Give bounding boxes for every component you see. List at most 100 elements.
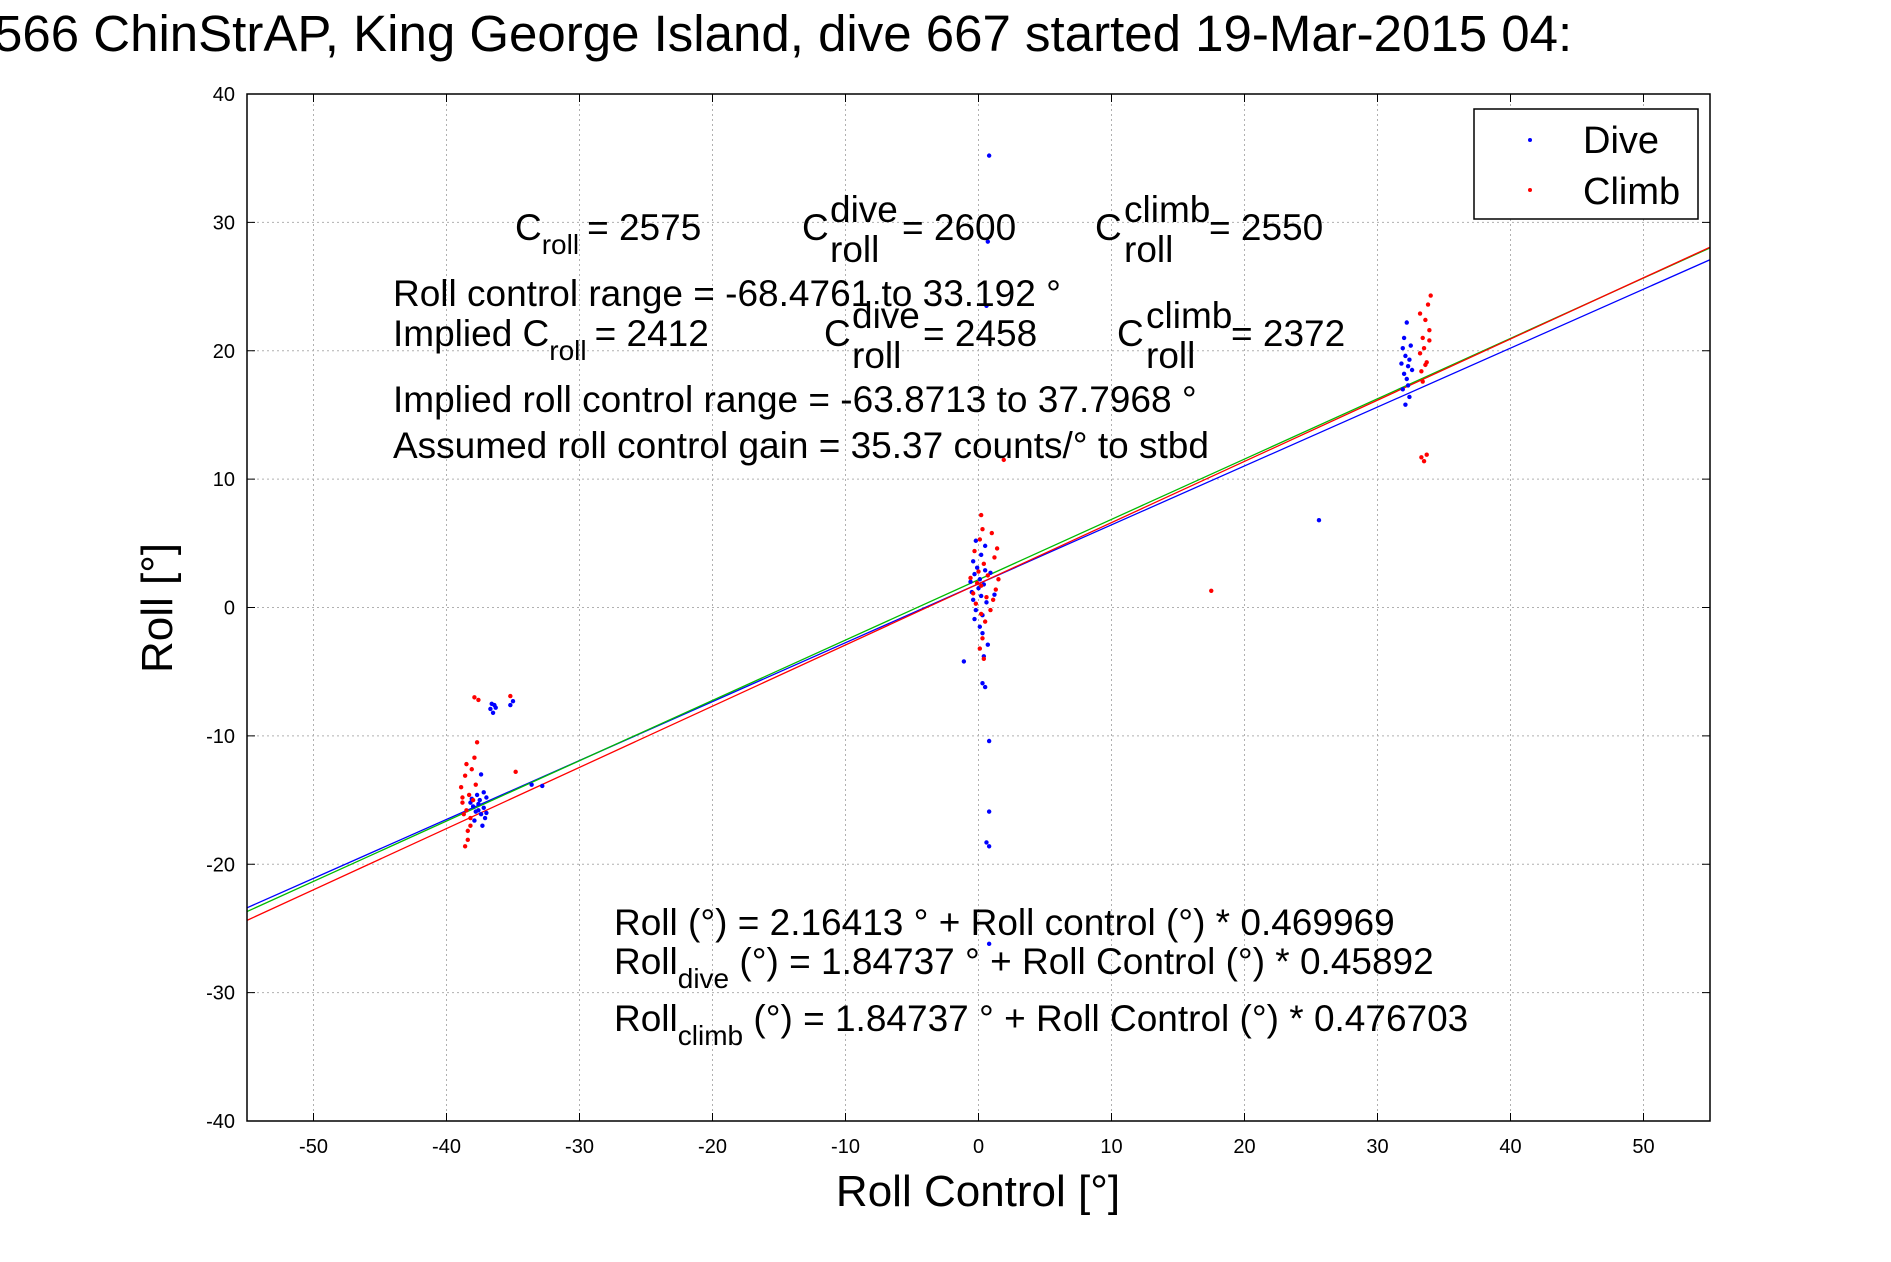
dive-point bbox=[986, 809, 992, 814]
dive-point bbox=[992, 592, 997, 597]
dive-point bbox=[984, 303, 989, 309]
dive-point bbox=[1400, 387, 1405, 392]
dive-point bbox=[484, 795, 489, 800]
dive-point bbox=[474, 792, 480, 798]
climb-point bbox=[970, 591, 976, 596]
climb-point bbox=[476, 697, 481, 703]
implied-c-climb-value: = 2372 bbox=[1231, 313, 1345, 354]
dive-point bbox=[510, 699, 516, 704]
climb-point bbox=[985, 573, 991, 578]
climb-point bbox=[1427, 338, 1432, 343]
dive-point bbox=[972, 571, 977, 577]
implied-range-text: Implied roll control range = -63.8713 to… bbox=[393, 379, 1197, 420]
climb-point bbox=[980, 526, 985, 532]
climb-point bbox=[472, 695, 477, 700]
dive-point bbox=[1407, 357, 1412, 362]
climb-point bbox=[981, 656, 987, 662]
climb-point bbox=[472, 755, 477, 760]
x-tick-label: 30 bbox=[1366, 1136, 1388, 1158]
climb-point bbox=[977, 646, 983, 651]
dive-point bbox=[1405, 363, 1411, 369]
dive-point bbox=[488, 706, 493, 712]
climb-point bbox=[462, 844, 468, 849]
c-roll-dive-sup: dive bbox=[830, 189, 898, 230]
x-tick-label: -30 bbox=[565, 1136, 594, 1158]
dive-point bbox=[508, 702, 513, 708]
climb-point bbox=[990, 597, 996, 602]
legend: Dive Climb bbox=[1473, 108, 1699, 220]
y-tick-label: 10 bbox=[213, 469, 235, 491]
implied-c-climb-sub: roll bbox=[1146, 335, 1195, 376]
y-tick-label: -20 bbox=[206, 854, 235, 876]
climb-point bbox=[458, 785, 464, 790]
x-tick-label: -20 bbox=[698, 1136, 727, 1158]
dive-point bbox=[480, 823, 485, 828]
fit-dive-text: Rolldive (°) = 1.84737 ° + Roll Control … bbox=[614, 941, 1434, 994]
x-tick-label: 10 bbox=[1100, 1136, 1122, 1158]
climb-point bbox=[973, 601, 979, 606]
climb-point bbox=[972, 548, 977, 554]
climb-point bbox=[984, 595, 989, 600]
x-tick-label: -10 bbox=[831, 1136, 860, 1158]
dive-point bbox=[973, 538, 979, 543]
dive-point bbox=[540, 783, 545, 789]
climb-point bbox=[976, 569, 981, 574]
climb-point bbox=[465, 828, 470, 834]
series-climb bbox=[458, 293, 1433, 849]
roll-control-range-text: Roll control range = -68.4761 to 33.192 … bbox=[393, 273, 1061, 314]
climb-point bbox=[468, 815, 473, 821]
dive-point bbox=[982, 684, 988, 690]
legend-label-climb: Climb bbox=[1583, 171, 1680, 213]
y-tick-label: -30 bbox=[206, 983, 235, 1005]
legend-marker-climb bbox=[1528, 188, 1532, 192]
annotation-c-roll-row: Croll = 2575 C dive roll = 2600 C climb r… bbox=[515, 189, 1323, 270]
climb-point bbox=[1209, 588, 1214, 594]
axis-ticks: -50 -40 -30 -20 -10 0 10 20 30 40 50 -40 -30 -20 -10 0 1… bbox=[206, 84, 1710, 1158]
dive-point bbox=[481, 805, 486, 810]
climb-point bbox=[982, 619, 988, 624]
dive-point bbox=[1316, 518, 1322, 523]
c-roll-climb-sub: roll bbox=[1124, 229, 1173, 270]
dive-point bbox=[974, 565, 980, 570]
dive-point bbox=[476, 801, 481, 807]
climb-point bbox=[513, 769, 518, 775]
c-roll-text: Croll = 2575 bbox=[515, 207, 701, 260]
climb-point bbox=[1427, 328, 1432, 333]
dive-point bbox=[1400, 345, 1405, 351]
dive-point bbox=[977, 624, 983, 629]
legend-label-dive: Dive bbox=[1583, 120, 1659, 162]
climb-point bbox=[1417, 311, 1423, 316]
climb-point bbox=[1423, 317, 1428, 323]
dive-point bbox=[481, 790, 486, 795]
dive-point bbox=[472, 818, 477, 823]
dive-point bbox=[986, 844, 992, 849]
dive-point bbox=[980, 630, 985, 636]
series-dive bbox=[468, 153, 1415, 947]
climb-point bbox=[468, 823, 473, 828]
dive-point bbox=[1403, 353, 1408, 359]
climb-point bbox=[1420, 379, 1425, 384]
y-tick-label: -10 bbox=[206, 726, 235, 748]
climb-point bbox=[978, 512, 984, 518]
dive-point bbox=[977, 577, 983, 582]
climb-point bbox=[968, 575, 973, 581]
dive-point bbox=[1404, 320, 1409, 325]
climb-point bbox=[474, 740, 480, 745]
implied-c-climb-text: C bbox=[1117, 313, 1144, 354]
y-tick-label: 20 bbox=[213, 341, 235, 363]
dive-point bbox=[482, 815, 488, 821]
c-roll-climb-text: C bbox=[1095, 207, 1122, 248]
climb-point bbox=[992, 555, 997, 560]
implied-c-dive-value: = 2458 bbox=[923, 313, 1037, 354]
x-tick-label: -50 bbox=[299, 1136, 328, 1158]
y-tick-label: 40 bbox=[213, 84, 235, 106]
dive-point bbox=[980, 681, 985, 686]
climb-point bbox=[1001, 457, 1006, 463]
climb-point bbox=[462, 773, 468, 778]
dive-point bbox=[1399, 361, 1404, 366]
dive-point bbox=[985, 642, 991, 647]
x-tick-label: 40 bbox=[1499, 1136, 1521, 1158]
gain-text: Assumed roll control gain = 35.37 counts… bbox=[393, 425, 1209, 466]
climb-point bbox=[1424, 452, 1429, 457]
